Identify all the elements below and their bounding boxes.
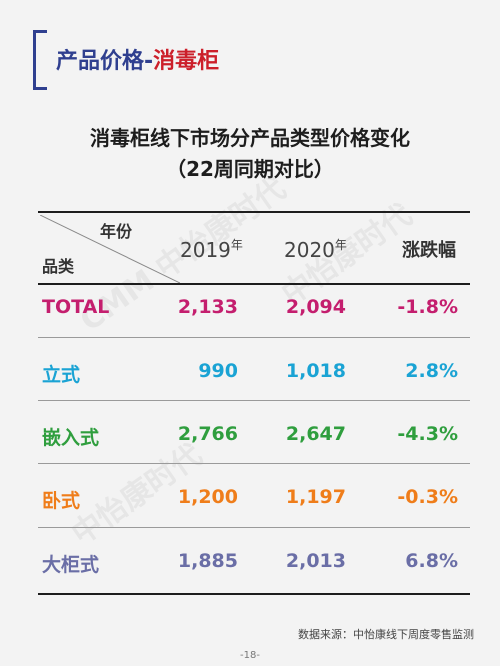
data-source: 数据来源：中怡康线下周度零售监测 [298,628,474,641]
table-top-rule [38,211,470,213]
table-cell-2019: 990 [198,360,238,382]
table-row-label: 立式 [42,364,81,386]
table-row-rule [38,593,470,595]
table-row-rule [38,400,470,401]
header-2020-suffix: 年 [334,238,347,252]
table-row-rule [38,463,470,464]
table-cell-2019: 1,885 [177,550,238,572]
table-row-label: 嵌入式 [42,427,100,449]
page-title: 产品价格-消毒柜 [56,48,219,76]
table-row-label: TOTAL [42,296,110,318]
table-title: 消毒柜线下市场分产品类型价格变化 [90,126,410,150]
table-cell-2020: 1,197 [285,486,346,508]
header-year-label: 年份 [100,222,133,241]
table-header-rule [38,283,470,285]
table-cell-2020: 2,647 [285,423,346,445]
table-cell-2019: 1,200 [177,486,238,508]
page-title-part1: 产品价格- [56,49,154,74]
header-diagonal-line [40,215,180,283]
table-cell-change: -1.8% [397,296,458,318]
table-row-label: 卧式 [42,490,81,512]
table-cell-2019: 2,766 [177,423,238,445]
table-cell-change: -4.3% [397,423,458,445]
table-cell-2020: 2,094 [285,296,346,318]
header-bracket [33,30,47,90]
header-2019-suffix: 年 [230,238,243,252]
table-cell-change: -0.3% [397,486,458,508]
table-subtitle: （22周同期对比） [166,157,334,181]
table-cell-2020: 1,018 [285,360,346,382]
header-category-label: 品类 [42,257,75,276]
header-2019-year: 2019 [180,238,231,262]
table-row-label: 大柜式 [42,554,100,576]
page-title-part2: 消毒柜 [153,49,220,74]
table-cell-2020: 2,013 [285,550,346,572]
header-2020-year: 2020 [284,238,335,262]
header-change: 涨跌幅 [402,240,456,261]
header-2020: 2020年 [284,236,347,262]
table-cell-change: 2.8% [405,360,458,382]
table-row-rule [38,337,470,338]
table-cell-change: 6.8% [405,550,458,572]
header-2019: 2019年 [180,236,243,262]
table-row-rule [38,527,470,528]
table-cell-2019: 2,133 [177,296,238,318]
page-number: -18- [240,650,260,661]
